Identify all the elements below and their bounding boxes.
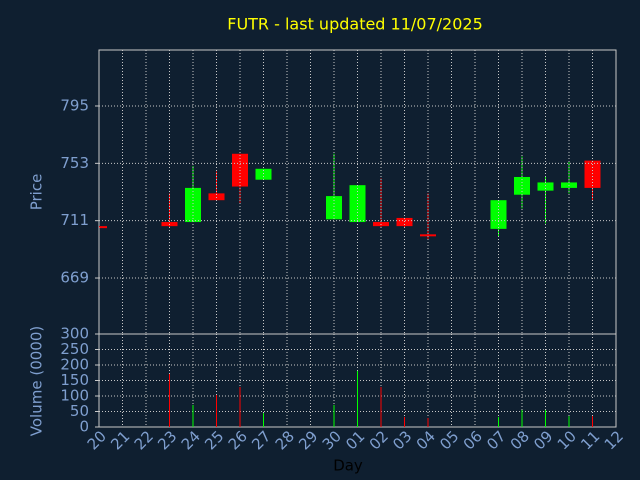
y-tick-label: 300 [60, 325, 89, 343]
volume-bar [239, 387, 241, 427]
x-tick-label: 27 [248, 427, 274, 453]
candle-body [396, 217, 413, 227]
volume-bar [357, 370, 358, 427]
x-tick-label: 25 [201, 427, 227, 453]
y-tick-label: 711 [60, 211, 89, 229]
x-tick-label: 29 [295, 427, 321, 453]
y-tick-label: 753 [60, 154, 89, 172]
volume-bar [568, 416, 570, 427]
candle-body [255, 168, 272, 180]
volume-bar [498, 417, 499, 427]
volume-bar [545, 409, 546, 427]
x-tick-label: 23 [154, 427, 180, 453]
volume-bar [192, 404, 194, 427]
x-tick-label: 08 [507, 427, 533, 453]
candle-body [537, 182, 554, 191]
x-tick-label: 30 [319, 427, 345, 453]
x-tick-label: 28 [272, 427, 298, 453]
x-tick-label: 10 [554, 427, 580, 453]
y-tick-label: 0 [79, 418, 89, 436]
volume-axis-label: Volume (0000) [28, 326, 46, 436]
y-tick-label: 795 [60, 96, 89, 114]
x-tick-label: 03 [389, 427, 415, 453]
y-tick-label: 669 [60, 269, 89, 287]
y-tick-label: 250 [60, 340, 89, 358]
x-tick-label: 12 [601, 427, 627, 453]
x-tick-label: 06 [460, 427, 486, 453]
candle-body [208, 193, 225, 201]
x-tick-label: 22 [131, 427, 157, 453]
candle-body [99, 226, 107, 229]
volume-bar [521, 409, 523, 427]
x-axis-label: Day [333, 457, 363, 475]
volume-bar [427, 418, 429, 427]
x-tick-label: 24 [178, 427, 204, 453]
y-tick-label: 150 [60, 371, 89, 389]
x-tick-label: 07 [483, 427, 509, 453]
chart-title: FUTR - last updated 11/07/2025 [227, 15, 483, 34]
price-plot [99, 153, 601, 240]
x-tick-label: 26 [225, 427, 251, 453]
candle-body [185, 187, 201, 223]
x-tick-label: 21 [107, 427, 133, 453]
candle-body [584, 160, 601, 188]
x-tick-label: 09 [530, 427, 556, 453]
candle-body [326, 196, 342, 220]
y-tick-label: 50 [70, 402, 89, 420]
y-tick-label: 200 [60, 356, 89, 374]
volume-bar [380, 387, 382, 427]
volume-bar [216, 395, 217, 427]
volume-bar [404, 417, 405, 427]
y-tick-label: 100 [60, 387, 89, 405]
x-tick-label: 02 [366, 427, 392, 453]
x-tick-label: 01 [342, 427, 368, 453]
candle-body [490, 200, 507, 229]
candle-body [420, 234, 436, 237]
volume-bar [263, 413, 264, 427]
x-tick-label: 05 [436, 427, 462, 453]
x-tick-label: 04 [413, 427, 439, 453]
volume-bar [592, 416, 593, 427]
y-axis-label: Price [28, 174, 46, 211]
x-tick-label: 11 [577, 427, 603, 453]
volume-bar [169, 373, 170, 427]
volume-bar [333, 404, 335, 427]
